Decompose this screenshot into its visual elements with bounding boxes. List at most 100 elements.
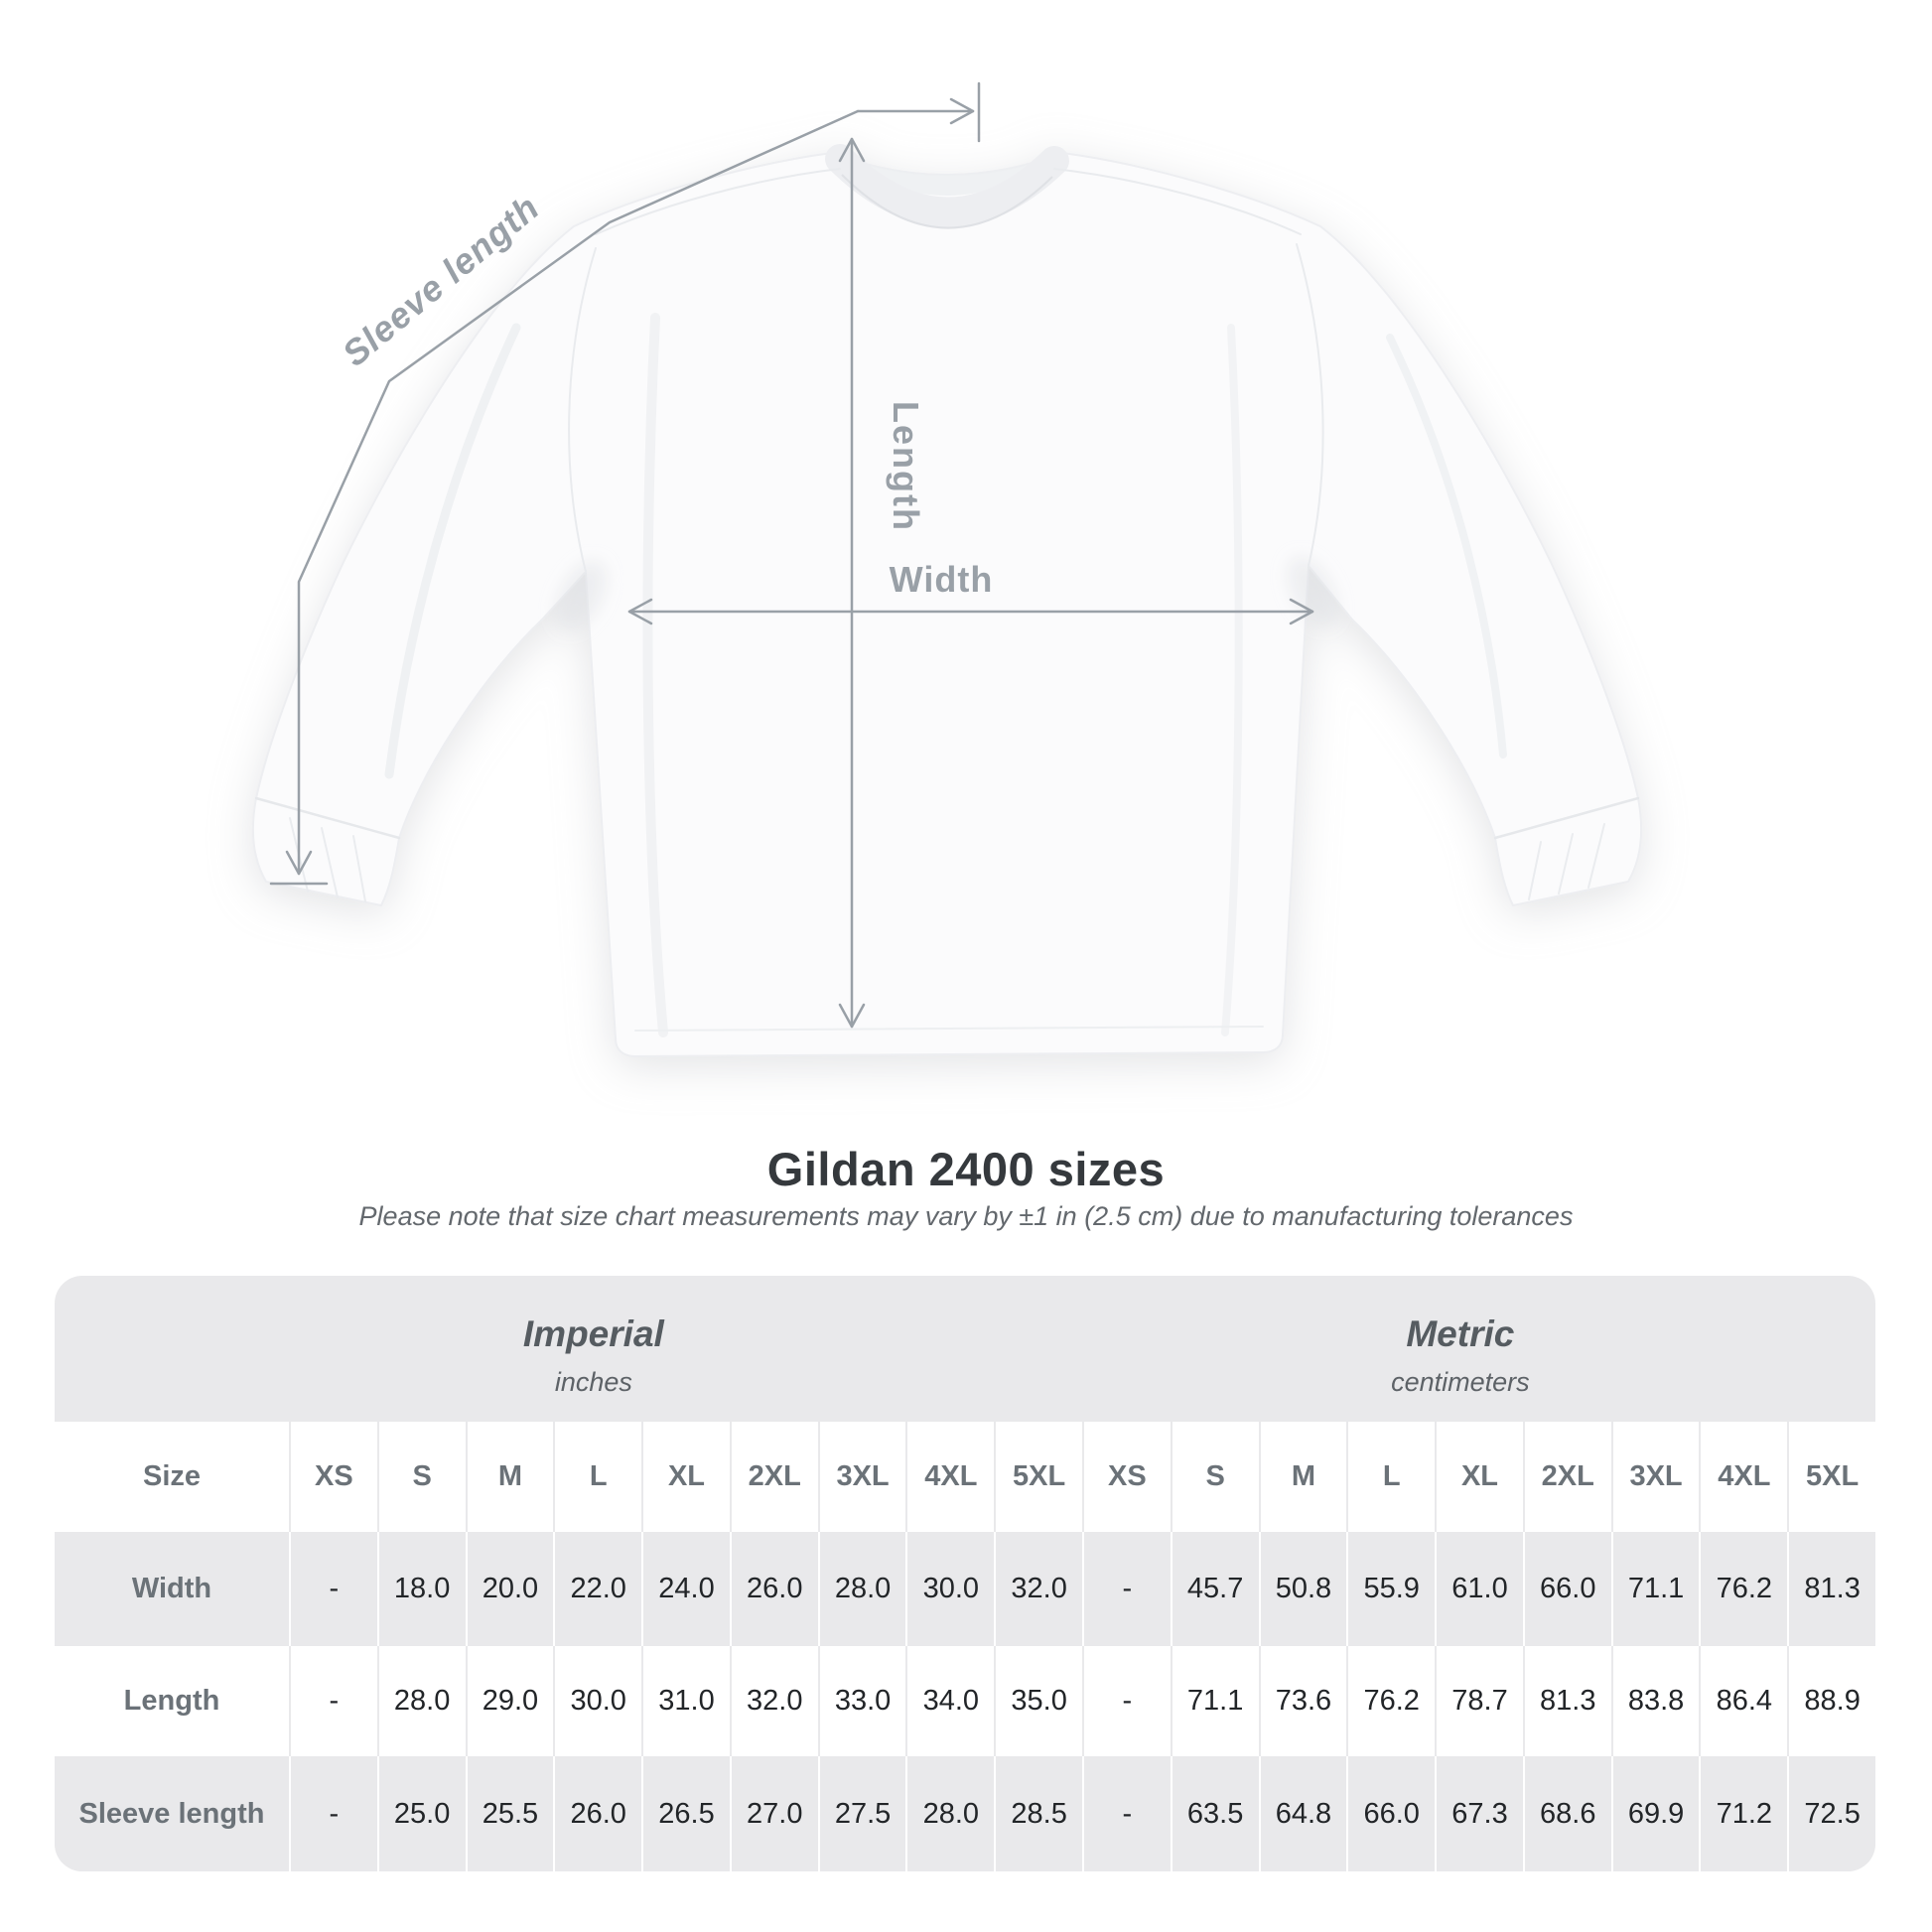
sleeve-imperial-l: 26.0 (553, 1756, 641, 1871)
length-down-arrowhead (838, 1003, 866, 1029)
size-header-imperial-2xl: 2XL (729, 1422, 818, 1532)
width-imperial-s: 18.0 (376, 1532, 466, 1646)
row-label: Length (123, 1685, 220, 1717)
table-row-width: Width - 18.0 20.0 22.0 24.0 26.0 28.0 30… (55, 1532, 1875, 1646)
sleeve-imperial-4xl: 28.0 (905, 1756, 994, 1871)
metric-unit-header: Metric centimeters (1391, 1313, 1530, 1398)
width-label: Width (890, 559, 994, 600)
sleeve-metric-4xl: 71.2 (1699, 1756, 1787, 1871)
tolerance-note: Please note that size chart measurements… (358, 1201, 1574, 1231)
width-imperial-m: 20.0 (465, 1532, 554, 1646)
width-imperial-l: 22.0 (553, 1532, 641, 1646)
width-metric-xs: - (1082, 1532, 1171, 1646)
sleeve-metric-s: 63.5 (1170, 1756, 1259, 1871)
width-metric-xl: 61.0 (1435, 1532, 1523, 1646)
length-metric-4xl: 86.4 (1699, 1646, 1787, 1756)
sleeve-imperial-2xl: 27.0 (729, 1756, 818, 1871)
size-header-metric-5xl: 5XL (1787, 1422, 1875, 1532)
width-imperial-4xl: 30.0 (905, 1532, 994, 1646)
sleeve-imperial-3xl: 27.5 (817, 1756, 906, 1871)
width-imperial-5xl: 32.0 (994, 1532, 1082, 1646)
length-imperial-2xl: 32.0 (729, 1646, 818, 1756)
armpit-shadows (555, 557, 1338, 630)
length-imperial-4xl: 34.0 (905, 1646, 994, 1756)
row-label: Sleeve length (78, 1797, 265, 1830)
collar-band-edge (841, 174, 1053, 229)
length-imperial-s: 28.0 (376, 1646, 466, 1756)
length-imperial-m: 29.0 (465, 1646, 554, 1756)
sleeve-metric-3xl: 69.9 (1610, 1756, 1700, 1871)
sleeve-metric-xl: 67.3 (1435, 1756, 1523, 1871)
measurement-lines (269, 81, 1314, 1029)
size-header-imperial-xs: XS (289, 1422, 377, 1532)
size-header-metric-m: M (1258, 1422, 1347, 1532)
length-label: Length (886, 401, 926, 532)
size-header-metric-xl: XL (1435, 1422, 1523, 1532)
length-imperial-5xl: 35.0 (994, 1646, 1082, 1756)
length-metric-m: 73.6 (1258, 1646, 1347, 1756)
length-metric-xs: - (1082, 1646, 1171, 1756)
imperial-unit-header: Imperial inches (523, 1313, 664, 1398)
length-imperial-l: 30.0 (553, 1646, 641, 1756)
size-header-metric-4xl: 4XL (1699, 1422, 1787, 1532)
width-metric-4xl: 76.2 (1699, 1532, 1787, 1646)
width-metric-m: 50.8 (1258, 1532, 1347, 1646)
sleeve-metric-5xl: 72.5 (1787, 1756, 1875, 1871)
size-header-imperial-xl: XL (641, 1422, 730, 1532)
metric-unit-label: centimeters (1391, 1367, 1530, 1397)
width-metric-s: 45.7 (1170, 1532, 1259, 1646)
size-header-metric-s: S (1170, 1422, 1259, 1532)
width-metric-5xl: 81.3 (1787, 1532, 1875, 1646)
size-header-imperial-3xl: 3XL (817, 1422, 906, 1532)
length-metric-2xl: 81.3 (1522, 1646, 1611, 1756)
size-header-metric-xs: XS (1082, 1422, 1171, 1532)
size-table-panel: Imperial inches Metric centimeters Size … (55, 1276, 1875, 1871)
sleeve-metric-2xl: 68.6 (1522, 1756, 1611, 1871)
imperial-unit-label: inches (554, 1367, 632, 1397)
table-row-sleeve-length: Sleeve length - 25.0 25.5 26.0 26.5 27.0… (55, 1756, 1875, 1871)
size-header-imperial-m: M (465, 1422, 554, 1532)
sleeve-imperial-s: 25.0 (376, 1756, 466, 1871)
size-header-imperial-s: S (376, 1422, 466, 1532)
size-header-imperial-4xl: 4XL (905, 1422, 994, 1532)
shirt-measurement-diagram: Sleeve length Length Width (251, 81, 1643, 1058)
sleeve-metric-m: 64.8 (1258, 1756, 1347, 1871)
sleeve-measure-down-arrowhead (285, 850, 313, 876)
size-header-metric-2xl: 2XL (1522, 1422, 1611, 1532)
size-header-imperial-5xl: 5XL (994, 1422, 1082, 1532)
size-column-header: Size (142, 1460, 202, 1492)
fabric-folds (384, 168, 1507, 1037)
length-imperial-3xl: 33.0 (817, 1646, 906, 1756)
metric-label: Metric (1406, 1313, 1515, 1354)
width-left-arrowhead (627, 598, 653, 625)
width-imperial-xl: 24.0 (641, 1532, 730, 1646)
table-row-length: Length - 28.0 29.0 30.0 31.0 32.0 33.0 3… (55, 1646, 1875, 1756)
page-title: Gildan 2400 sizes (766, 1143, 1166, 1195)
sleeve-metric-xs: - (1082, 1756, 1171, 1871)
sleeve-imperial-m: 25.5 (465, 1756, 554, 1871)
size-header-metric-3xl: 3XL (1610, 1422, 1700, 1532)
sleeve-measure-right-arrowhead (949, 97, 975, 125)
imperial-label: Imperial (522, 1313, 664, 1354)
sleeve-metric-l: 66.0 (1346, 1756, 1435, 1871)
width-right-arrowhead (1289, 598, 1314, 625)
length-metric-l: 76.2 (1346, 1646, 1435, 1756)
width-metric-2xl: 66.0 (1522, 1532, 1611, 1646)
size-header-imperial-l: L (553, 1422, 641, 1532)
width-metric-l: 55.9 (1346, 1532, 1435, 1646)
sleeve-imperial-xl: 26.5 (641, 1756, 730, 1871)
width-metric-3xl: 71.1 (1610, 1532, 1700, 1646)
sleeve-imperial-5xl: 28.5 (994, 1756, 1082, 1871)
length-imperial-xl: 31.0 (641, 1646, 730, 1756)
row-label: Width (131, 1573, 212, 1604)
unit-group-header: Imperial inches Metric centimeters (55, 1276, 1875, 1422)
length-imperial-xs: - (289, 1646, 377, 1756)
size-header-metric-l: L (1346, 1422, 1435, 1532)
collar-band (825, 144, 1069, 227)
length-metric-xl: 78.7 (1435, 1646, 1523, 1756)
length-metric-3xl: 83.8 (1610, 1646, 1700, 1756)
width-imperial-2xl: 26.0 (729, 1532, 818, 1646)
sleeve-measure-polyline (297, 109, 860, 876)
cuff-details (254, 796, 1640, 902)
length-metric-5xl: 88.9 (1787, 1646, 1875, 1756)
